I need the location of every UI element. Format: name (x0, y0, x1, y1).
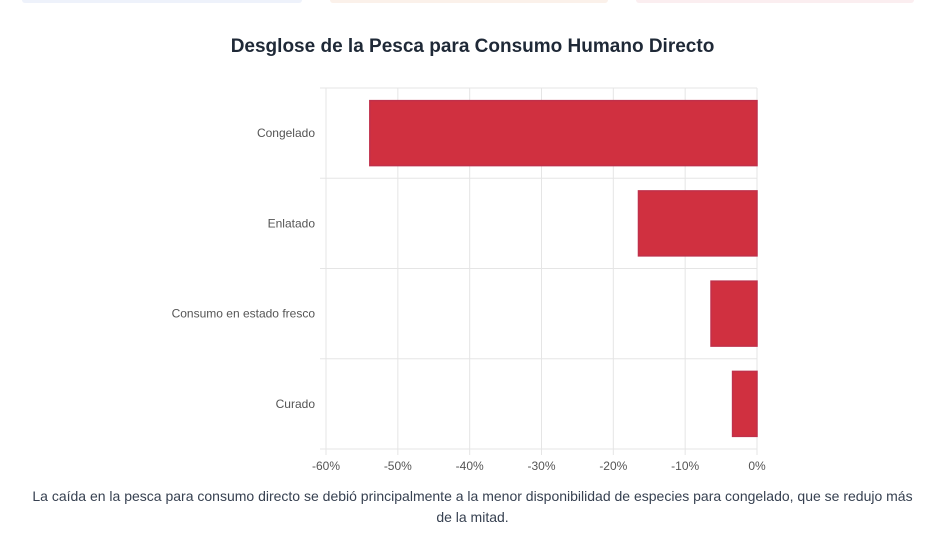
top-card-edge-2 (330, 0, 608, 3)
x-tick-label: -30% (527, 459, 555, 473)
bar (710, 280, 758, 347)
bar (637, 190, 758, 257)
bar (369, 99, 758, 167)
category-label: Congelado (257, 126, 315, 140)
category-label: Enlatado (268, 216, 316, 230)
category-label: Curado (276, 397, 316, 411)
chart-title: Desglose de la Pesca para Consumo Humano… (230, 36, 715, 57)
x-tick-label: -10% (671, 459, 699, 473)
x-tick-label: -50% (384, 459, 412, 473)
x-tick-label: 0% (748, 459, 766, 473)
bar-chart: -60% -50% -40% -30% -20% -10% 0% Congelado Enlat… (172, 87, 766, 473)
chart-caption: La caída en la pesca para consumo direct… (32, 488, 913, 525)
category-label: Consumo en estado fresco (172, 307, 316, 321)
x-tick-label: -20% (599, 459, 627, 473)
x-tick-label: -40% (456, 459, 484, 473)
top-card-edge-1 (22, 0, 302, 3)
bar (731, 370, 758, 438)
x-tick-label: -60% (312, 459, 340, 473)
top-card-edge-3 (636, 0, 914, 3)
